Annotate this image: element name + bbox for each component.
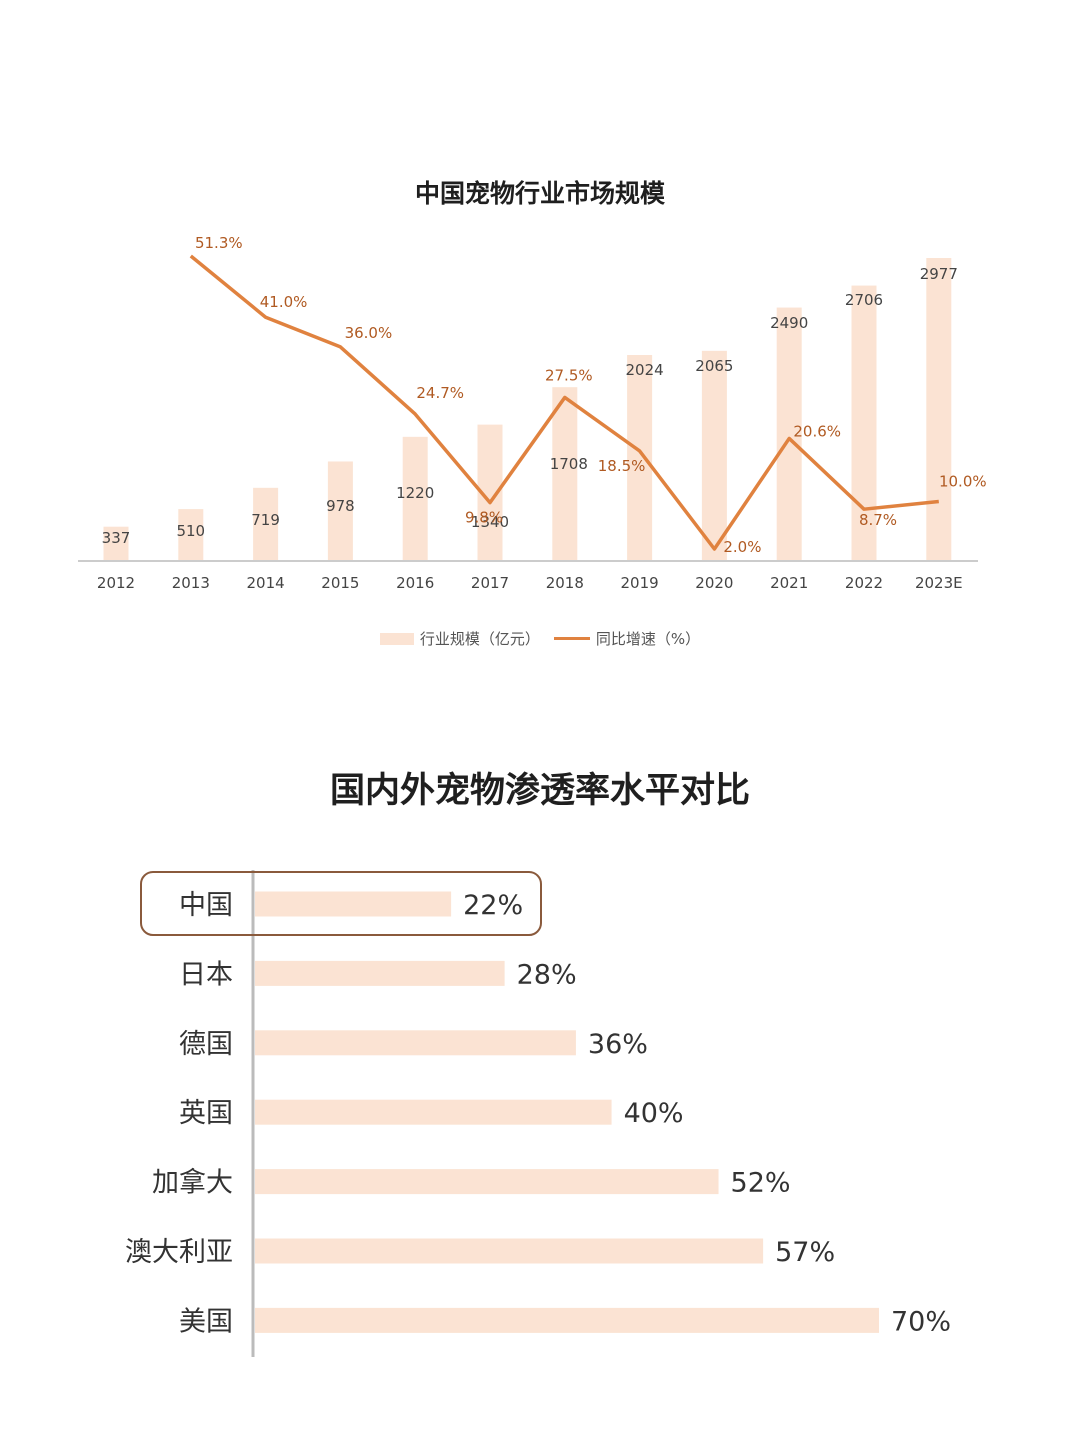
x-tick-label-2022: 2022	[845, 574, 883, 592]
x-tick-label-2023E: 2023E	[915, 574, 963, 592]
bar-2013	[178, 509, 204, 561]
value-label-德国: 36%	[588, 1029, 648, 1060]
rate-label-2017: 9.8%	[465, 509, 503, 527]
x-tick-label-2013: 2013	[172, 574, 210, 592]
x-tick-label-2015: 2015	[321, 574, 359, 592]
rate-label-2016: 24.7%	[416, 384, 464, 402]
bar-value-label-2012: 337	[102, 529, 131, 547]
bar-2021	[776, 307, 802, 561]
highlight-box-中国	[140, 871, 542, 936]
bar-value-label-2020: 2065	[695, 357, 733, 375]
bar-美国	[255, 1307, 879, 1333]
bar-英国	[255, 1099, 612, 1125]
bar-value-label-2015: 978	[326, 497, 355, 515]
bar-加拿大	[255, 1169, 719, 1195]
legend-item-scale: 行业规模（亿元）	[379, 628, 540, 649]
bar-value-label-2021: 2490	[770, 314, 808, 332]
category-label-澳大利亚: 澳大利亚	[125, 1237, 233, 1268]
legend-line-swatch	[553, 637, 590, 640]
category-label-日本: 日本	[179, 959, 233, 990]
x-tick-label-2021: 2021	[770, 574, 808, 592]
bar-中国	[255, 891, 452, 917]
bar-澳大利亚	[255, 1238, 764, 1264]
bar-2020	[701, 350, 727, 561]
chart-title-market-size: 中国宠物行业市场规模	[414, 179, 665, 208]
bar-value-label-2023E: 2977	[920, 265, 958, 283]
legend: 行业规模（亿元） 同比增速（%）	[0, 628, 1080, 649]
bar-2022	[851, 285, 877, 561]
legend-item-growth: 同比增速（%）	[553, 628, 701, 649]
rate-label-2023E: 10.0%	[939, 472, 987, 490]
bar-日本	[255, 960, 505, 986]
rate-label-2019: 18.5%	[598, 457, 646, 475]
x-tick-label-2019: 2019	[621, 574, 659, 592]
bar-value-label-2014: 719	[251, 511, 280, 529]
category-label-中国: 中国	[179, 890, 233, 921]
x-tick-label-2018: 2018	[546, 574, 584, 592]
bar-value-label-2019: 2024	[626, 361, 664, 379]
bar-2018	[552, 387, 578, 561]
x-tick-label-2020: 2020	[695, 574, 733, 592]
legend-label-growth: 同比增速（%）	[595, 630, 701, 648]
market-size-chart: 2012 2013 2014 2015 2016 2017 2018 2019 2020 2021…	[78, 234, 987, 592]
category-label-德国: 德国	[179, 1029, 233, 1060]
legend-bar-swatch	[379, 632, 414, 645]
chart-title-penetration: 国内外宠物渗透率水平对比	[329, 771, 750, 811]
rate-label-2013: 51.3%	[195, 234, 243, 252]
bar-value-label-2017: 1340	[471, 513, 509, 531]
bar-2019	[627, 354, 653, 561]
bar-value-label-2016: 1220	[396, 484, 434, 502]
value-label-澳大利亚: 57%	[775, 1237, 835, 1268]
x-tick-label-2016: 2016	[396, 574, 434, 592]
bar-value-label-2022: 2706	[845, 291, 883, 309]
bar-德国	[255, 1030, 576, 1056]
rate-label-2018: 27.5%	[545, 366, 593, 384]
rate-label-2020: 2.0%	[723, 538, 761, 556]
bar-2023E	[926, 258, 952, 561]
x-tick-label-2012: 2012	[97, 574, 135, 592]
bar-2012	[103, 526, 129, 561]
value-label-美国: 70%	[891, 1306, 951, 1337]
category-label-加拿大: 加拿大	[152, 1168, 233, 1199]
bar-value-label-2018: 1708	[550, 455, 588, 473]
legend-label-scale: 行业规模（亿元）	[419, 630, 540, 648]
growth-rate-line	[189, 254, 939, 551]
category-label-美国: 美国	[179, 1306, 233, 1337]
x-tick-label-2014: 2014	[247, 574, 285, 592]
bar-2015	[327, 461, 353, 561]
rate-label-2022: 8.7%	[859, 511, 897, 529]
category-label-英国: 英国	[179, 1098, 233, 1129]
value-label-英国: 40%	[624, 1098, 684, 1129]
rate-label-2014: 41.0%	[260, 293, 308, 311]
bar-2014	[253, 487, 279, 561]
rate-label-2015: 36.0%	[345, 324, 393, 342]
value-label-日本: 28%	[517, 959, 577, 990]
rate-label-2021: 20.6%	[793, 422, 841, 440]
bar-value-label-2013: 510	[176, 522, 205, 540]
value-label-中国: 22%	[463, 890, 523, 921]
x-tick-label-2017: 2017	[471, 574, 509, 592]
bar-2016	[402, 436, 428, 561]
value-label-加拿大: 52%	[731, 1168, 791, 1199]
